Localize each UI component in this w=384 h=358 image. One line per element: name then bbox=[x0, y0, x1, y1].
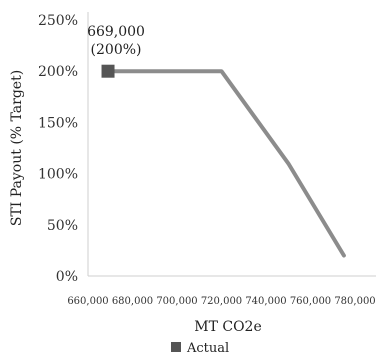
y-tick-label: 150% bbox=[38, 115, 78, 131]
x-tick-label: 780,000 bbox=[334, 296, 375, 307]
x-axis-title: MT CO2e bbox=[194, 319, 262, 335]
legend-label-actual: Actual bbox=[186, 341, 229, 356]
x-axis-ticks: 660,000 680,000 700,000 720,000 740,000 760,0… bbox=[67, 296, 375, 307]
x-tick-label: 720,000 bbox=[201, 296, 242, 307]
x-tick-label: 740,000 bbox=[245, 296, 286, 307]
actual-marker bbox=[101, 64, 115, 78]
y-tick-label: 50% bbox=[47, 218, 78, 234]
legend-swatch-actual bbox=[171, 342, 181, 352]
y-tick-label: 100% bbox=[38, 167, 78, 183]
series-line bbox=[106, 69, 346, 258]
y-tick-label: 200% bbox=[38, 64, 78, 80]
y-tick-label: 0% bbox=[56, 269, 78, 285]
actual-percent-label: (200%) bbox=[91, 42, 142, 58]
x-tick-label: 660,000 bbox=[67, 296, 108, 307]
x-tick-label: 680,000 bbox=[112, 296, 153, 307]
y-axis-ticks: 0% 50% 100% 150% 200% 250% bbox=[38, 13, 78, 285]
x-tick-label: 760,000 bbox=[290, 296, 331, 307]
y-tick-label: 250% bbox=[38, 13, 78, 29]
x-tick-label: 700,000 bbox=[156, 296, 197, 307]
actual-value-label: 669,000 bbox=[87, 24, 145, 40]
series-layer bbox=[106, 69, 346, 258]
y-axis-title: STI Payout (% Target) bbox=[9, 70, 25, 226]
legend: Actual bbox=[171, 341, 229, 356]
